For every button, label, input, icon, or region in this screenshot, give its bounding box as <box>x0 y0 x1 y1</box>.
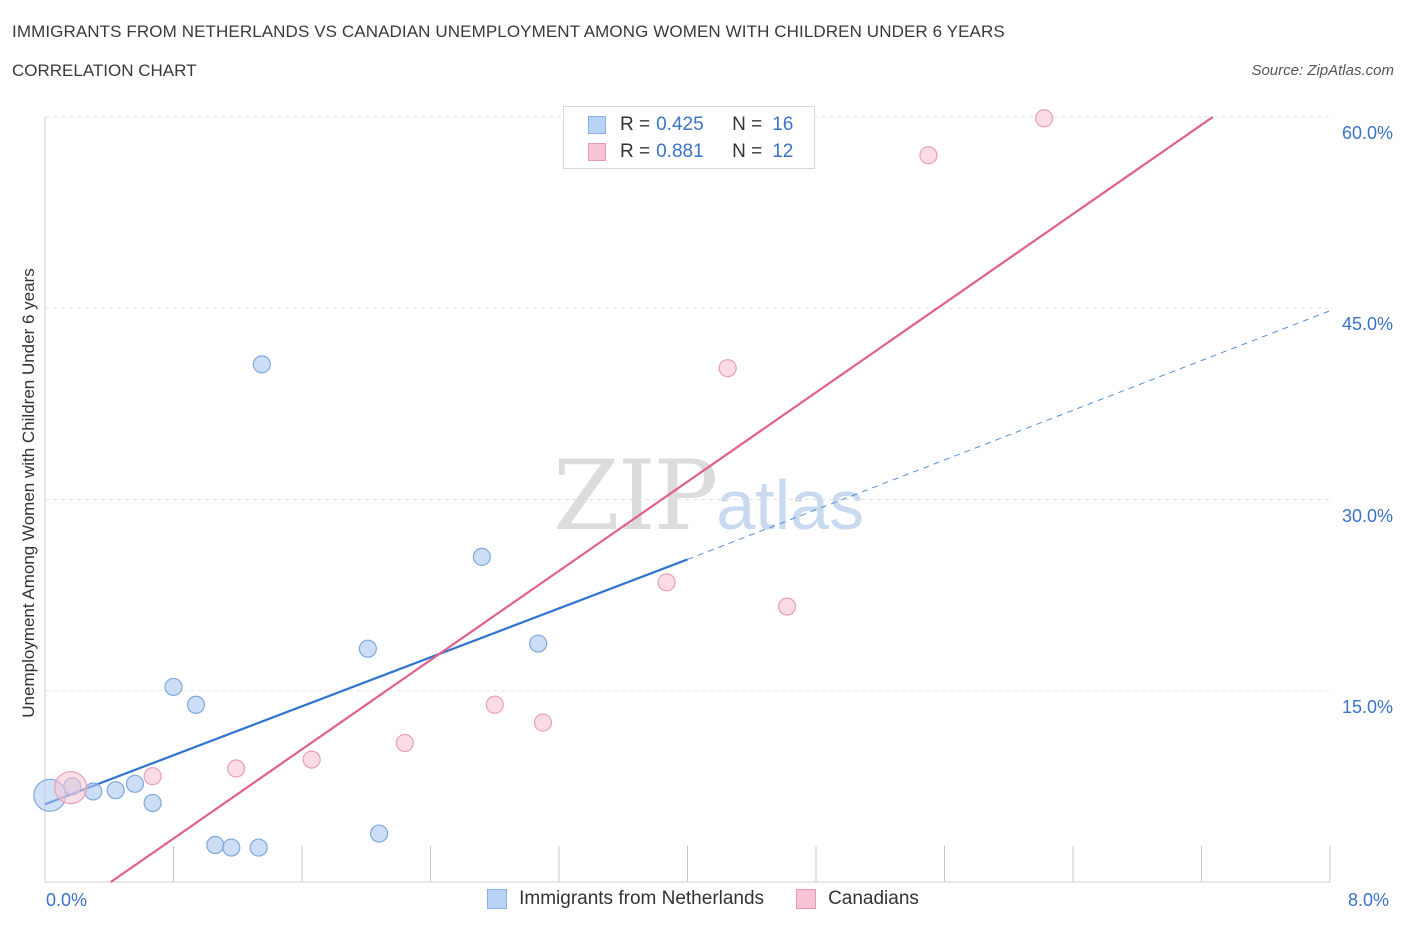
legend-r-label: R = <box>620 114 651 135</box>
legend-row-canadians: R = 0.881 N = 12 <box>588 139 793 165</box>
point-series-0-7 <box>186 695 206 714</box>
legend-r-value: 0.425 <box>656 114 704 135</box>
point-series-0-15 <box>529 634 548 653</box>
point-series-1-6 <box>533 713 553 732</box>
point-series-0-4 <box>125 774 145 793</box>
point-series-1-7 <box>657 573 676 592</box>
point-series-1-5 <box>485 695 504 714</box>
y-tick-label: 45.0% <box>1341 314 1393 335</box>
legend-item-netherlands: Immigrants from Netherlands <box>487 888 764 910</box>
legend-swatch-canadians <box>796 889 817 909</box>
point-series-0-12 <box>358 639 377 658</box>
point-series-0-9 <box>222 838 241 857</box>
legend-r-value: 0.881 <box>656 141 704 162</box>
y-tick-label: 15.0% <box>1341 696 1393 717</box>
legend-swatch-canadians <box>588 143 606 161</box>
point-series-0-11 <box>252 355 271 374</box>
y-tick-label: 60.0% <box>1341 123 1393 143</box>
point-series-0-3 <box>106 781 125 800</box>
point-series-1-0 <box>54 771 88 805</box>
point-series-1-10 <box>919 146 938 165</box>
data-points <box>33 109 1054 857</box>
watermark-atlas: atlas <box>716 466 865 544</box>
correlation-legend: R = 0.425 N = 16 R = 0.881 N = 12 <box>563 106 815 169</box>
point-series-0-5 <box>143 793 162 813</box>
axes <box>44 117 1331 883</box>
legend-item-canadians: Canadians <box>796 888 919 910</box>
point-series-1-2 <box>227 759 246 778</box>
legend-r-label: R = <box>620 141 651 162</box>
legend-swatch-netherlands <box>588 116 606 134</box>
source-credit: Source: ZipAtlas.com <box>1251 62 1394 79</box>
point-series-0-13 <box>370 824 389 843</box>
point-series-0-2 <box>84 782 103 801</box>
point-series-1-8 <box>718 359 737 378</box>
chart-subtitle: CORRELATION CHART <box>12 61 197 80</box>
legend-swatch-netherlands <box>487 889 508 909</box>
watermark: ZIPatlas <box>553 440 864 552</box>
point-series-1-3 <box>302 750 321 769</box>
legend-label-canadians: Canadians <box>828 888 919 909</box>
x-tick-max: 8.0% <box>1348 890 1390 910</box>
chart-title: IMMIGRANTS FROM NETHERLANDS VS CANADIAN … <box>12 22 1005 41</box>
legend-n-label: N = <box>732 114 763 135</box>
point-series-1-4 <box>395 733 414 753</box>
point-series-1-1 <box>143 767 162 786</box>
grid-lines <box>45 116 1330 692</box>
legend-label-netherlands: Immigrants from Netherlands <box>519 888 765 909</box>
trend-line-1 <box>110 116 1214 883</box>
point-series-1-11 <box>1034 109 1054 128</box>
legend-n-value: 16 <box>772 114 794 135</box>
legend-row-netherlands: R = 0.425 N = 16 <box>588 112 793 138</box>
legend-n-value: 12 <box>772 141 794 162</box>
point-series-0-6 <box>164 677 183 697</box>
point-series-0-8 <box>206 835 225 855</box>
watermark-zip: ZIP <box>553 440 718 552</box>
point-series-1-9 <box>777 597 797 616</box>
point-series-0-10 <box>249 838 268 857</box>
trend-lines <box>44 116 1331 883</box>
legend-n-label: N = <box>732 141 763 162</box>
x-tick-min: 0.0% <box>46 890 88 910</box>
y-tick-label: 30.0% <box>1341 505 1393 526</box>
point-series-0-14 <box>472 547 491 566</box>
y-axis-label: Unemployment Among Women with Children U… <box>19 268 38 717</box>
trend-line-0 <box>44 558 688 806</box>
trend-line-extension-0 <box>687 310 1331 560</box>
series-legend: Immigrants from Netherlands Canadians <box>0 888 1406 910</box>
